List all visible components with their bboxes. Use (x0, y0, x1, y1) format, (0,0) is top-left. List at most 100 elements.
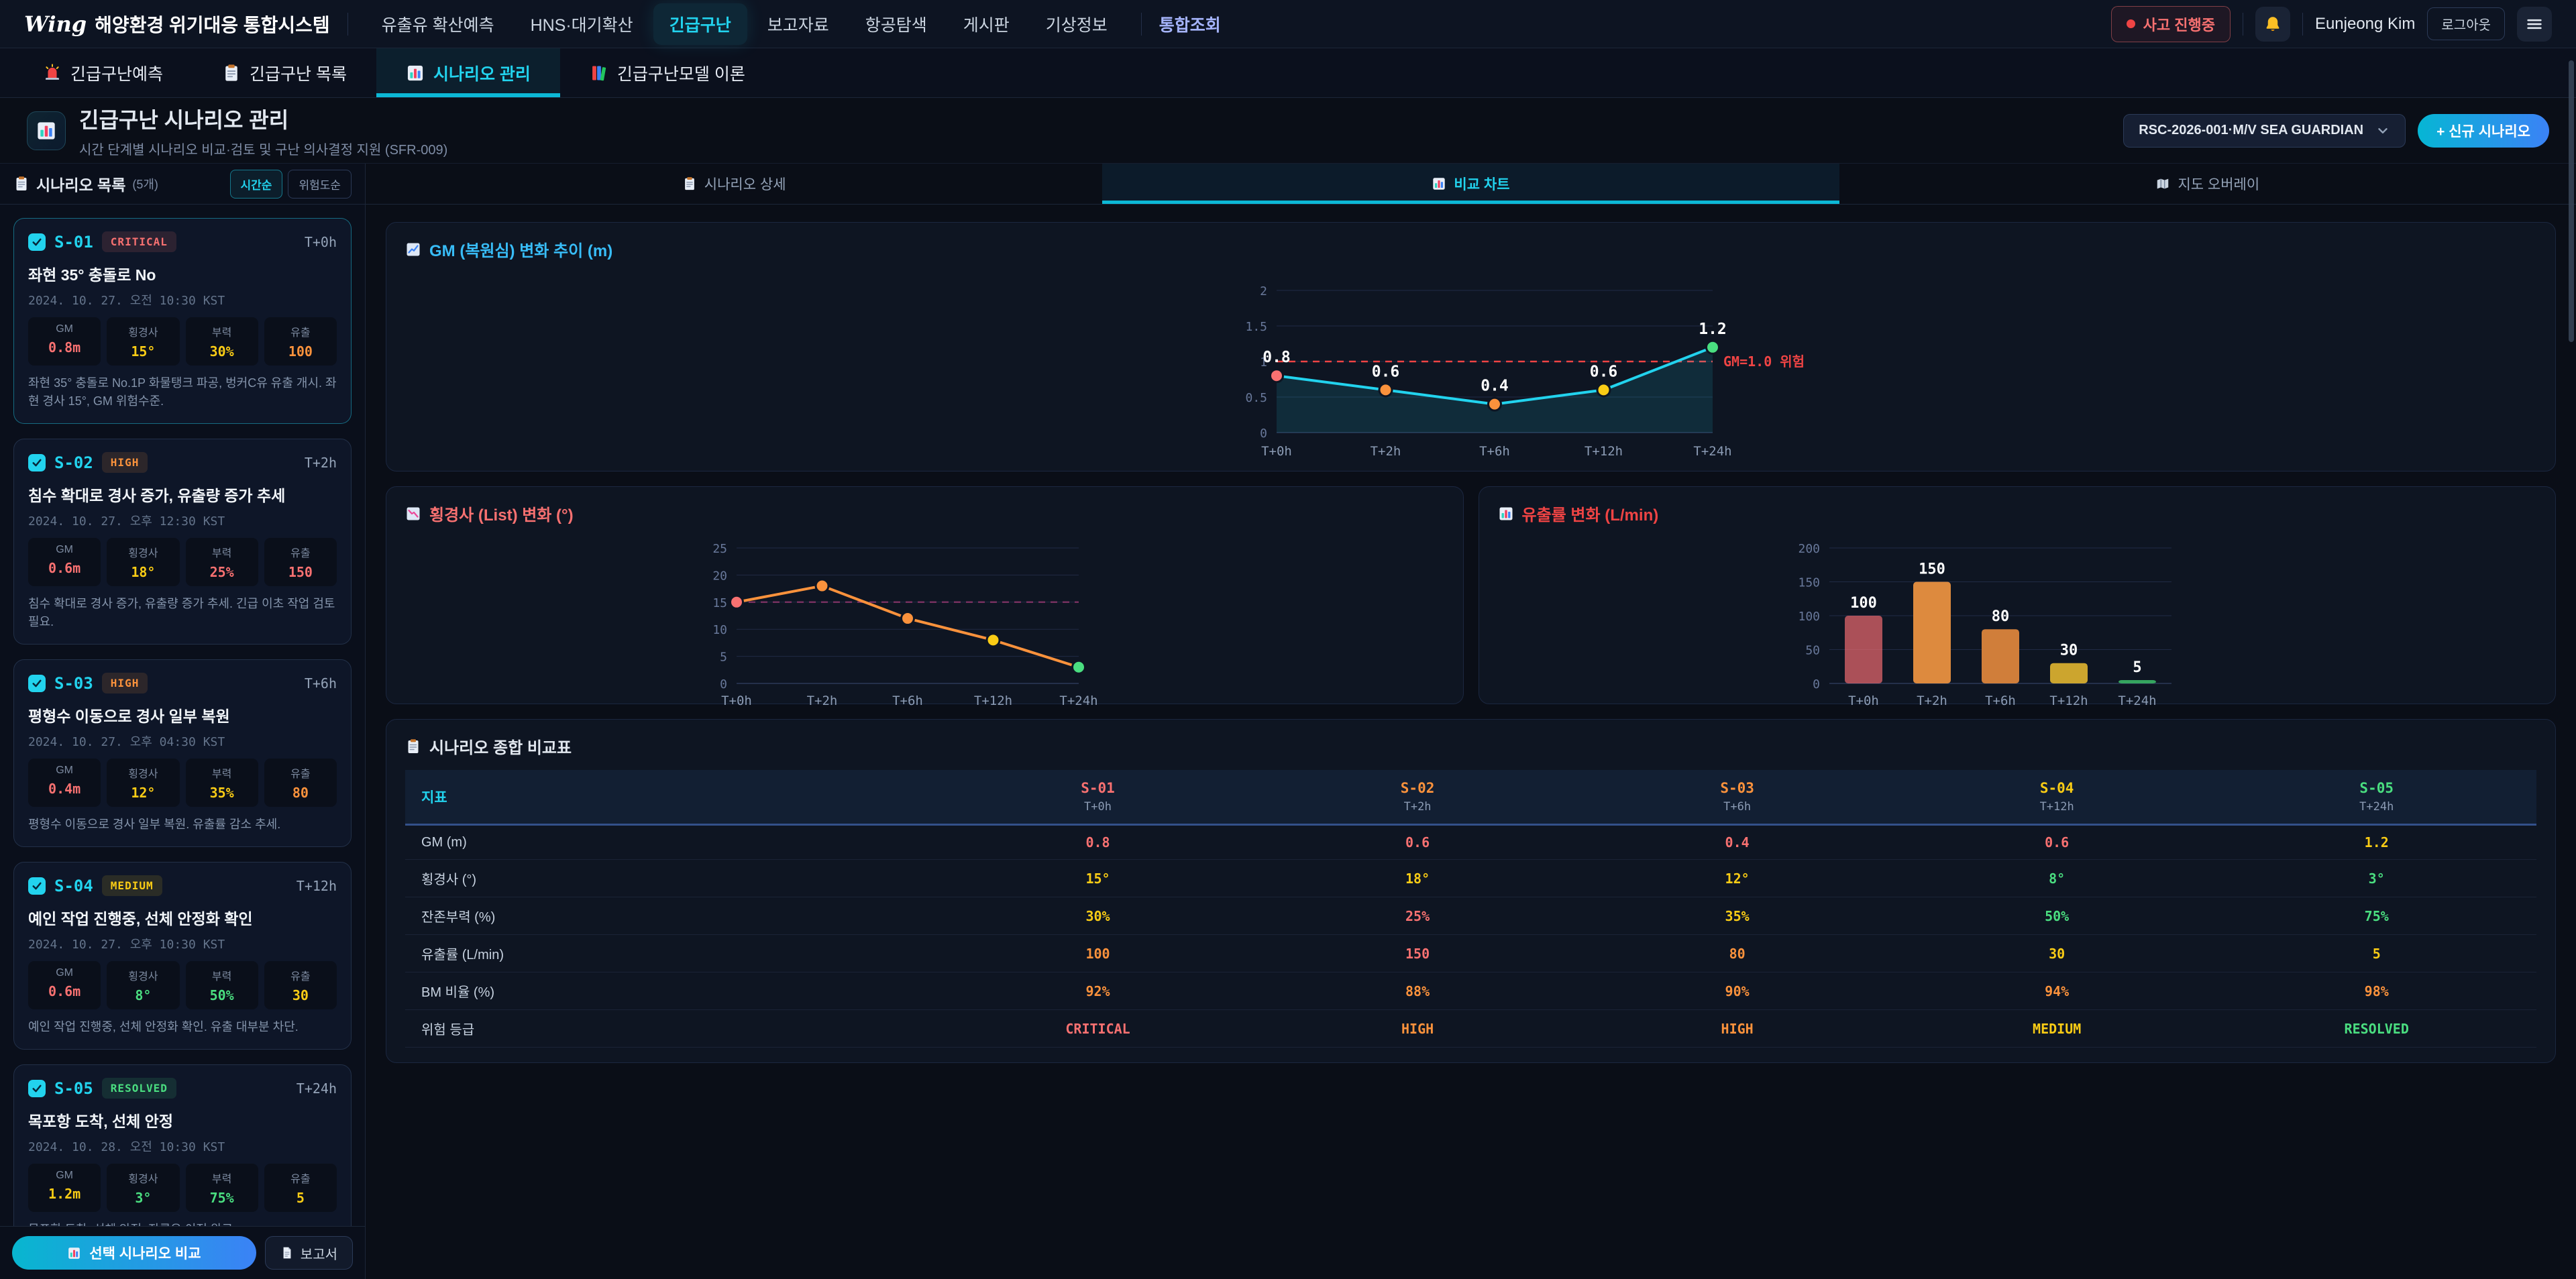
module-tab[interactable]: 긴급구난 목록 (193, 48, 376, 97)
scenario-time-offset: T+2h (304, 454, 337, 471)
table-cell: HIGH (1577, 1009, 1897, 1048)
svg-text:0.5: 0.5 (1245, 391, 1267, 405)
bar-chart-icon (1498, 506, 1514, 522)
page-title: 긴급구난 시나리오 관리 (79, 107, 289, 132)
svg-text:5: 5 (2133, 659, 2141, 676)
nav-item[interactable]: HNS·대기확산 (530, 15, 633, 35)
metric-box: GM 0.4m (28, 759, 101, 807)
check-icon (31, 677, 43, 689)
report-button[interactable]: 보고서 (264, 1236, 353, 1270)
metric-box: 유출 30 (264, 961, 337, 1009)
content-tab[interactable]: 시나리오 상세 (366, 164, 1102, 204)
red-dot-icon (2126, 19, 2135, 28)
table-row: 유출률 (L/min) 100 150 80 30 5 (405, 934, 2536, 972)
main-nav: 유출유 확산예측 HNS·대기확산 긴급구난 보고자료 항공탐색 게시판 기상정보 (366, 3, 1124, 45)
metric-label: GM (56, 765, 74, 776)
table-cell: 88% (1257, 972, 1578, 1010)
scenario-checkbox[interactable] (28, 1079, 46, 1097)
metric-box: 부력 35% (185, 759, 258, 807)
list-line-chart: 0 5 10 15 20 25 T+0h T+2h T+6h T+12h T+24h (405, 531, 1444, 710)
hamburger-menu-button[interactable] (2517, 6, 2552, 42)
scenario-card-list: S-01 CRITICAL T+0h 좌현 35° 충돌로 No 2024. 10. 2… (0, 205, 365, 1226)
sort-button[interactable]: 시간순 (229, 169, 283, 199)
scenario-checkbox[interactable] (28, 674, 46, 692)
sidebar-header: 시나리오 목록 (5개) 시간순 위험도순 (0, 164, 365, 205)
svg-text:150: 150 (1798, 576, 1820, 590)
metric-value: 50% (209, 987, 234, 1003)
compare-scenarios-button[interactable]: 선택 시나리오 비교 (12, 1236, 256, 1270)
scenario-count: (5개) (132, 178, 158, 191)
metric-label: 부력 (211, 769, 232, 780)
svg-text:80: 80 (1992, 608, 2010, 625)
metric-label: 부력 (211, 971, 232, 983)
svg-text:T+0h: T+0h (721, 693, 752, 708)
nav-item[interactable]: 유출유 확산예측 (381, 15, 494, 35)
table-cell: CRITICAL (938, 1009, 1258, 1048)
metric-value: 75% (209, 1190, 234, 1206)
scenario-datetime: 2024. 10. 27. 오후 10:30 KST (28, 938, 225, 952)
notification-bell-button[interactable] (2255, 6, 2290, 42)
case-selector-dropdown[interactable]: RSC-2026-001·M/V SEA GUARDIAN (2123, 113, 2406, 148)
svg-text:2: 2 (1260, 284, 1267, 298)
metric-label: GM (56, 544, 74, 555)
logout-button[interactable]: 로그아웃 (2427, 7, 2505, 40)
scenario-card[interactable]: S-01 CRITICAL T+0h 좌현 35° 충돌로 No 2024. 10. 2… (13, 218, 352, 424)
svg-text:T+12h: T+12h (974, 693, 1012, 708)
metric-box: 부력 50% (185, 961, 258, 1009)
metric-box: 유출 150 (264, 538, 337, 586)
table-header-scenario: S-04 T+12h (1896, 770, 2217, 826)
bar-chart-icon (67, 1246, 81, 1260)
bar-chart-icon (406, 64, 425, 82)
scenario-title: 침수 확대로 경사 증가, 유출량 증가 추세 (28, 487, 286, 504)
scenario-title: 목포항 도착, 선체 안정 (28, 1113, 174, 1130)
new-scenario-button[interactable]: + 신규 시나리오 (2418, 113, 2549, 148)
scenario-checkbox[interactable] (28, 877, 46, 895)
nav-item[interactable]: 긴급구난 (653, 3, 747, 45)
scenario-card[interactable]: S-05 RESOLVED T+24h 목포항 도착, 선체 안정 2024. 10. … (13, 1064, 352, 1226)
case-selector-value: RSC-2026-001·M/V SEA GUARDIAN (2139, 123, 2364, 137)
module-tab[interactable]: 긴급구난예측 (13, 48, 193, 97)
nav-item[interactable]: 기상정보 (1045, 15, 1108, 35)
bar-chart-icon (1432, 176, 1446, 191)
module-tab[interactable]: 시나리오 관리 (376, 48, 560, 97)
content-tab-label: 시나리오 상세 (704, 177, 786, 192)
module-tab-label: 긴급구난 목록 (250, 64, 347, 84)
nav-item[interactable]: 항공탐색 (865, 15, 927, 35)
divider (347, 12, 348, 36)
page-scrollbar-thumb[interactable] (2569, 60, 2574, 342)
scenario-card[interactable]: S-04 MEDIUM T+12h 예인 작업 진행중, 선체 안정화 확인 2024.… (13, 862, 352, 1050)
table-cell: 12° (1577, 859, 1897, 897)
scenario-card[interactable]: S-03 HIGH T+6h 평형수 이동으로 경사 일부 복원 2024. 10. 2… (13, 659, 352, 847)
risk-level-badge: CRITICAL (101, 231, 176, 252)
scenario-checkbox[interactable] (28, 453, 46, 471)
clipboard-icon (405, 738, 421, 755)
metric-label: 횡경사 (128, 1174, 158, 1185)
scenario-sidebar: 시나리오 목록 (5개) 시간순 위험도순 S-01 CRITICAL T+0h 좌현 … (0, 164, 366, 1279)
list-chart-title: 횡경사 (List) 변화 (°) (429, 506, 574, 524)
scenario-card[interactable]: S-02 HIGH T+2h 침수 확대로 경사 증가, 유출량 증가 추세 2024.… (13, 439, 352, 645)
table-row: 위험 등급 CRITICAL HIGH HIGH MEDIUM RESOLVED (405, 1009, 2536, 1048)
svg-text:0: 0 (1260, 427, 1267, 441)
table-cell: 0.4 (1577, 824, 1897, 860)
nav-item[interactable]: 보고자료 (767, 15, 829, 35)
table-cell: 3° (2216, 859, 2536, 897)
metric-label: 횡경사 (128, 548, 158, 559)
module-tab[interactable]: 긴급구난모델 이론 (560, 48, 775, 97)
nav-item-integrated-search[interactable]: 통합조회 (1159, 15, 1221, 35)
comparison-table-panel: 시나리오 종합 비교표 지표 S-01 T+0h S-02 T+2h S-03 T+6h S-… (386, 719, 2556, 1063)
nav-item[interactable]: 게시판 (963, 15, 1010, 35)
scenario-time-offset: T+24h (296, 1080, 337, 1097)
scenario-checkbox[interactable] (28, 233, 46, 251)
content-tab[interactable]: 지도 오버레이 (1839, 164, 2576, 204)
table-cell: 18° (1257, 859, 1578, 897)
gm-chart-title: GM (복원심) 변화 추이 (m) (429, 242, 613, 260)
sort-button[interactable]: 위험도순 (288, 169, 352, 199)
risk-level-badge: HIGH (101, 452, 148, 473)
content-tab-label: 비교 차트 (1454, 177, 1510, 192)
table-cell: 0.6 (1896, 824, 2217, 860)
metric-label: 횡경사 (128, 327, 158, 339)
table-cell: HIGH (1257, 1009, 1578, 1048)
svg-text:30: 30 (2060, 643, 2078, 659)
content-tab[interactable]: 비교 차트 (1102, 164, 1839, 204)
svg-text:0.8: 0.8 (1263, 349, 1291, 366)
